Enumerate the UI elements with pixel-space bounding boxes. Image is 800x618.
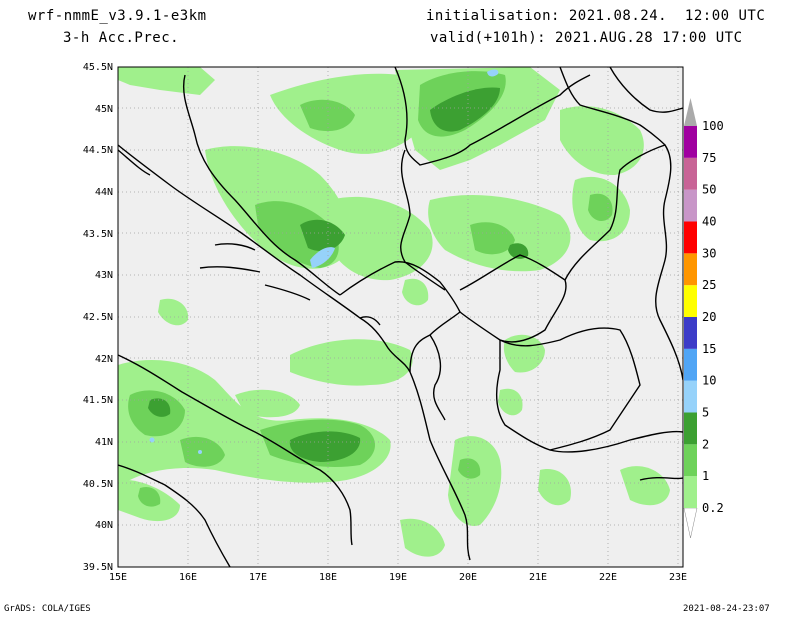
lat-label: 41N [95, 437, 113, 448]
romania-border [609, 67, 683, 113]
lat-label: 40N [95, 520, 113, 531]
lon-label: 22E [599, 572, 617, 583]
legend-label: 30 [702, 246, 716, 260]
legend-label: 5 [702, 406, 709, 420]
map-frame [117, 66, 684, 568]
island-1 [214, 243, 256, 251]
precip-band-2 [148, 87, 529, 462]
product-title: 3-h Acc.Prec. [63, 30, 180, 46]
lat-label: 40.5N [83, 479, 113, 490]
lon-label: 15E [109, 572, 127, 583]
legend-swatch [684, 444, 697, 477]
legend-swatch [684, 476, 697, 508]
island-4 [118, 149, 151, 176]
albania-border-west [429, 334, 446, 421]
legend-swatch [684, 189, 697, 222]
lat-label: 39.5N [83, 562, 113, 573]
legend-swatch [684, 253, 697, 286]
lat-label: 43N [95, 270, 113, 281]
precip-band-5 [149, 69, 499, 454]
grads-credit: GrADS: COLA/IGES [4, 604, 91, 614]
italy-coast-east [118, 354, 353, 546]
greece-border [549, 430, 683, 453]
lat-label: 43.5N [83, 229, 113, 240]
legend-swatch [684, 221, 697, 254]
graticule [118, 67, 683, 567]
lon-label: 17E [249, 572, 267, 583]
initialisation-time: initialisation: 2021.08.24. 12:00 UTC [426, 8, 766, 24]
legend-label: 20 [702, 310, 716, 324]
albania-border-east [409, 371, 471, 561]
precip-field [118, 67, 670, 557]
valid-time: valid(+101h): 2021.AUG.28 17:00 UTC [430, 30, 743, 46]
lon-label: 20E [459, 572, 477, 583]
lon-label: 23E [669, 572, 687, 583]
kosovo-border [459, 254, 567, 343]
latitude-labels: 45.5N 45N 44.5N 44N 43.5N 43N 42.5N 42N … [83, 62, 113, 573]
lon-label: 16E [179, 572, 197, 583]
bosnia-border [183, 74, 341, 296]
legend-label: 10 [702, 374, 716, 388]
lon-label: 21E [529, 572, 547, 583]
lon-label: 18E [319, 572, 337, 583]
adriatic-coast-north [118, 144, 411, 373]
legend-swatch [684, 348, 697, 381]
bulgaria-border [564, 144, 683, 381]
legend-swatch [684, 380, 697, 413]
longitude-labels: 15E 16E 17E 18E 19E 20E 21E 22E 23E [109, 572, 687, 583]
lat-label: 41.5N [83, 395, 113, 406]
croatia-hungary-border [559, 67, 666, 146]
legend-label: 1 [702, 469, 709, 483]
legend-label: 40 [702, 215, 716, 229]
croatia-serbia-border [394, 67, 591, 166]
lat-label: 42N [95, 354, 113, 365]
island-3 [264, 284, 311, 301]
model-title: wrf-nmmE_v3.9.1-e3km [28, 8, 207, 24]
render-timestamp: 2021-08-24-23:07 [683, 604, 770, 614]
legend-swatch [684, 317, 697, 349]
greece-coast [639, 476, 683, 481]
coast-detail [359, 316, 381, 326]
lat-label: 45.5N [83, 62, 113, 73]
legend-label: 2 [702, 437, 709, 451]
precip-band-1 [128, 71, 613, 507]
borders [118, 67, 683, 567]
legend-swatch [684, 412, 697, 445]
legend-label: 15 [702, 342, 716, 356]
bosnia-serbia-border [400, 149, 446, 291]
legend-swatch [684, 126, 697, 158]
legend-over-arrow [684, 98, 697, 126]
italy-coast-south [118, 464, 231, 567]
legend-swatch [684, 157, 697, 190]
lat-label: 45N [95, 104, 113, 115]
lat-label: 42.5N [83, 312, 113, 323]
legend-label: 50 [702, 183, 716, 197]
legend-label: 100 [702, 119, 724, 133]
legend-label: 75 [702, 151, 716, 165]
lat-label: 44N [95, 187, 113, 198]
legend-label: 0.2 [702, 501, 724, 515]
legend-swatch [684, 285, 697, 317]
lon-label: 19E [389, 572, 407, 583]
island-2 [199, 266, 261, 273]
lat-label: 44.5N [83, 145, 113, 156]
north-macedonia-border [496, 327, 641, 451]
montenegro-border [339, 261, 461, 373]
legend-label: 25 [702, 278, 716, 292]
